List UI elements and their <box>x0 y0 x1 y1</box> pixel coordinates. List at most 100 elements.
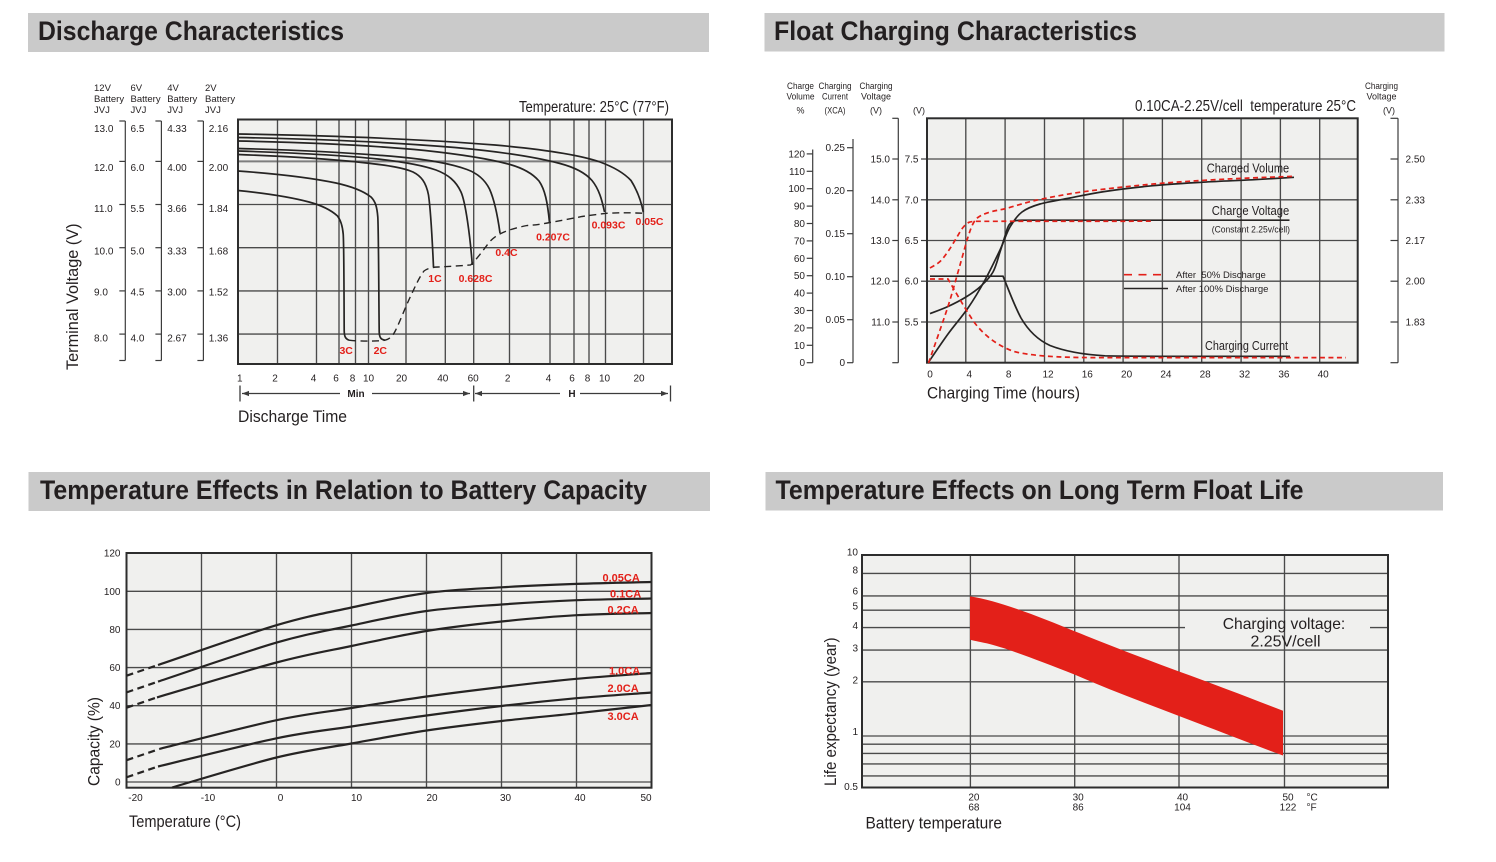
svg-text:2.67: 2.67 <box>167 334 187 345</box>
svg-text:8.0: 8.0 <box>94 334 108 345</box>
svg-text:(V): (V) <box>870 106 882 116</box>
svg-text:0.10: 0.10 <box>826 272 846 283</box>
svg-text:30: 30 <box>794 306 806 317</box>
svg-text:Charging: Charging <box>1365 81 1398 91</box>
svg-text:13.0: 13.0 <box>871 236 891 247</box>
svg-text:104: 104 <box>1174 803 1191 814</box>
svg-text:100: 100 <box>788 184 805 195</box>
svg-text:30: 30 <box>500 793 512 804</box>
svg-text:4.33: 4.33 <box>167 124 187 135</box>
svg-text:0.207C: 0.207C <box>536 232 570 244</box>
svg-text:2: 2 <box>852 676 858 687</box>
svg-text:110: 110 <box>789 167 805 178</box>
svg-text:0.20: 0.20 <box>826 186 846 197</box>
svg-text:10: 10 <box>794 341 806 352</box>
svg-text:4: 4 <box>967 370 973 381</box>
svg-text:3.00: 3.00 <box>167 288 187 299</box>
svg-text:0: 0 <box>839 358 845 369</box>
svg-text:°C: °C <box>1307 793 1318 804</box>
svg-text:0.1CA: 0.1CA <box>610 589 641 601</box>
svg-text:Discharge Characteristics: Discharge Characteristics <box>38 16 344 46</box>
svg-text:(V): (V) <box>913 106 925 116</box>
svg-text:12.0: 12.0 <box>871 277 891 288</box>
svg-text:5.5: 5.5 <box>905 318 919 329</box>
svg-text:3: 3 <box>852 644 858 655</box>
svg-text:2V: 2V <box>205 83 217 94</box>
svg-text:0.05C: 0.05C <box>635 216 663 228</box>
svg-text:Battery: Battery <box>167 94 197 105</box>
svg-text:50: 50 <box>640 793 652 804</box>
svg-text:20: 20 <box>1121 370 1133 381</box>
svg-text:1: 1 <box>237 374 243 385</box>
svg-text:10: 10 <box>351 793 363 804</box>
svg-text:14.0: 14.0 <box>871 195 891 206</box>
svg-text:1.68: 1.68 <box>209 247 229 258</box>
svg-text:0.25: 0.25 <box>826 143 846 154</box>
svg-text:20: 20 <box>633 374 645 385</box>
svg-text:1C: 1C <box>428 273 442 285</box>
svg-text:Voltage: Voltage <box>861 92 891 102</box>
svg-text:2: 2 <box>505 374 511 385</box>
svg-text:Life expectancy (year): Life expectancy (year) <box>822 638 840 787</box>
svg-text:1.36: 1.36 <box>209 334 229 345</box>
svg-text:2.25V/cell: 2.25V/cell <box>1251 634 1321 651</box>
svg-text:3C: 3C <box>339 345 353 357</box>
svg-text:100: 100 <box>104 587 121 598</box>
svg-text:JVJ: JVJ <box>94 105 110 116</box>
svg-text:0.05: 0.05 <box>826 315 846 326</box>
svg-text:36: 36 <box>1278 370 1290 381</box>
svg-text:0: 0 <box>927 370 933 381</box>
svg-text:Current: Current <box>822 92 848 102</box>
svg-text:20: 20 <box>794 323 806 334</box>
svg-text:30: 30 <box>1073 793 1085 804</box>
svg-text:6.0: 6.0 <box>131 163 145 174</box>
svg-text:(Constant 2.25v/cell): (Constant 2.25v/cell) <box>1212 224 1290 235</box>
svg-text:0.5: 0.5 <box>844 782 858 793</box>
svg-text:4.5: 4.5 <box>131 288 145 299</box>
svg-text:2.50: 2.50 <box>1406 155 1426 166</box>
svg-text:20: 20 <box>426 793 438 804</box>
svg-text:0: 0 <box>799 358 805 369</box>
svg-text:JVJ: JVJ <box>131 105 147 116</box>
svg-text:4: 4 <box>311 374 317 385</box>
svg-text:-10: -10 <box>201 793 216 804</box>
svg-text:4: 4 <box>546 374 552 385</box>
svg-text:40: 40 <box>1177 793 1189 804</box>
svg-text:Charged Volume: Charged Volume <box>1207 162 1289 176</box>
svg-text:Battery: Battery <box>131 94 161 105</box>
svg-text:12: 12 <box>1042 370 1054 381</box>
svg-text:6: 6 <box>569 374 575 385</box>
svg-text:9.0: 9.0 <box>94 288 108 299</box>
svg-text:H: H <box>568 389 575 400</box>
svg-text:10: 10 <box>847 548 859 559</box>
svg-text:0: 0 <box>278 793 284 804</box>
svg-text:11.0: 11.0 <box>94 204 113 215</box>
svg-text:Charging voltage:: Charging voltage: <box>1223 616 1346 633</box>
svg-text:20: 20 <box>109 739 121 750</box>
svg-text:Charge: Charge <box>787 81 814 91</box>
svg-text:3.66: 3.66 <box>167 204 187 215</box>
svg-text:0.10CA-2.25V/cell temperature: 0.10CA-2.25V/cell temperature 25°C <box>1135 98 1356 115</box>
svg-text:5.5: 5.5 <box>131 204 145 215</box>
svg-text:32: 32 <box>1239 370 1251 381</box>
svg-text:Battery temperature: Battery temperature <box>866 815 1003 833</box>
svg-text:Charge Voltage: Charge Voltage <box>1212 204 1289 218</box>
svg-text:4.0: 4.0 <box>131 334 145 345</box>
svg-text:JVJ: JVJ <box>205 105 221 116</box>
svg-text:1: 1 <box>852 727 858 738</box>
svg-text:1.52: 1.52 <box>209 288 229 299</box>
svg-text:2: 2 <box>272 374 278 385</box>
svg-text:8: 8 <box>585 374 591 385</box>
svg-text:2.00: 2.00 <box>1406 277 1426 288</box>
svg-text:0: 0 <box>115 778 121 789</box>
svg-text:120: 120 <box>104 549 121 560</box>
svg-text:Charging: Charging <box>860 81 893 91</box>
svg-text:7.0: 7.0 <box>905 195 919 206</box>
svg-text:12V: 12V <box>94 83 112 94</box>
svg-text:16: 16 <box>1082 370 1094 381</box>
svg-text:2.33: 2.33 <box>1406 195 1426 206</box>
svg-text:0.15: 0.15 <box>826 229 846 240</box>
svg-text:Discharge Time: Discharge Time <box>238 408 347 426</box>
svg-text:50: 50 <box>794 271 806 282</box>
svg-text:11.0: 11.0 <box>871 318 890 329</box>
